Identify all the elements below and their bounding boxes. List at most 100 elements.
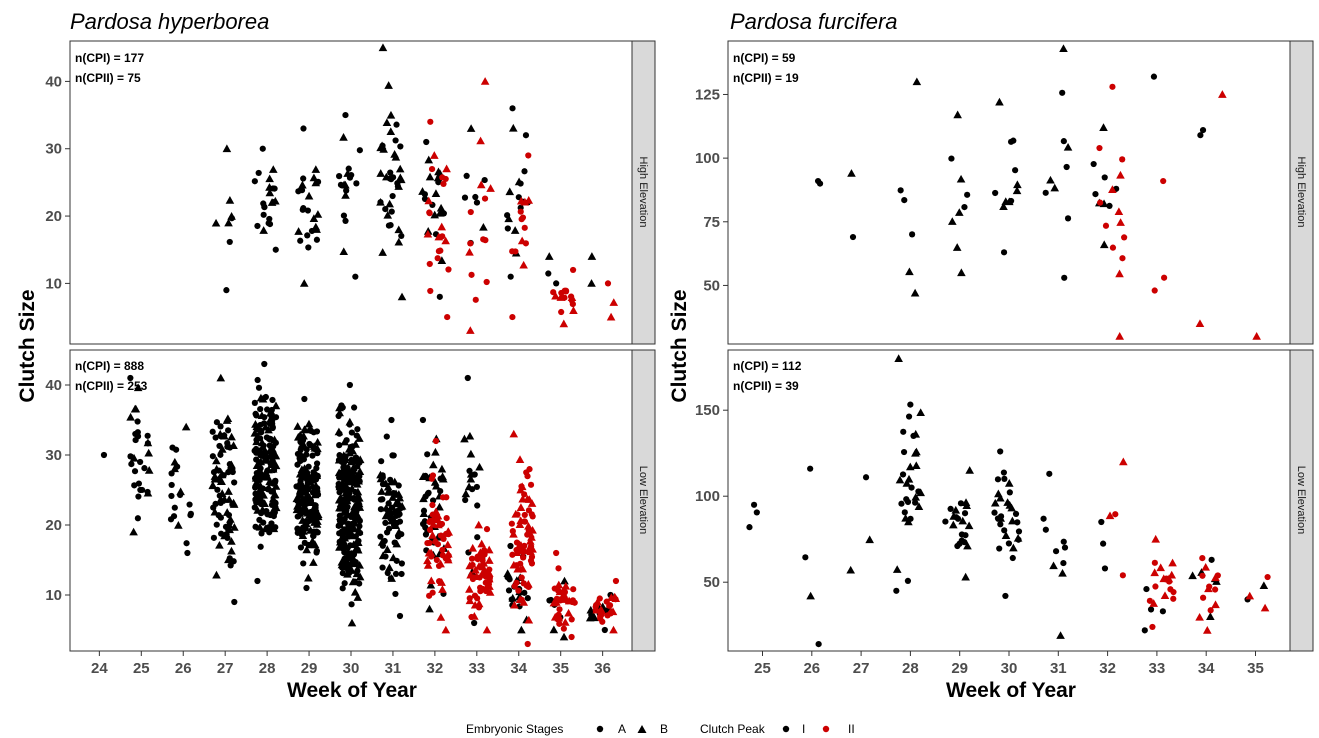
data-point-stage-b [293, 501, 302, 510]
x-tick-label: 24 [91, 660, 108, 677]
data-point-stage-b [210, 507, 220, 516]
data-point-stage-a [268, 488, 275, 495]
data-point-stage-b [423, 561, 433, 569]
data-point-stage-a [343, 498, 351, 505]
data-point-stage-b [348, 556, 357, 564]
data-point-stage-a [1150, 73, 1158, 80]
data-point-stage-b [1211, 600, 1220, 609]
data-point-stage-a [509, 105, 516, 112]
data-point-stage-a [426, 210, 433, 217]
data-point-stage-a [429, 501, 436, 509]
data-point-stage-a [167, 516, 175, 523]
data-point-stage-b [465, 561, 475, 570]
data-point-stage-b [385, 563, 394, 572]
data-point-stage-a [1046, 470, 1053, 477]
data-point-stage-a [1005, 540, 1012, 547]
data-point-stage-a [227, 562, 234, 569]
data-point-stage-a [445, 552, 452, 559]
data-point-stage-a [384, 529, 391, 536]
data-point-stage-a [347, 443, 354, 451]
data-point-stage-a [266, 529, 273, 536]
data-point-stage-b [1003, 498, 1012, 506]
right-top-annotation-cpii: n(CPII) = 19 [733, 71, 799, 85]
data-point-stage-b [251, 473, 261, 482]
data-point-stage-a [1197, 132, 1204, 139]
data-point-stage-a [1141, 627, 1148, 634]
data-point-stage-a [562, 287, 570, 294]
data-point-stage-b [298, 439, 308, 448]
data-point-stage-a [504, 225, 511, 232]
data-point-stage-b [256, 487, 266, 496]
data-point-stage-b [256, 481, 265, 490]
data-point-stage-a [568, 633, 575, 641]
data-point-stage-a [1090, 160, 1097, 168]
data-point-stage-b [1204, 584, 1213, 593]
data-point-stage-a [383, 433, 390, 440]
data-point-stage-b [476, 136, 485, 145]
data-point-stage-a [1106, 202, 1113, 209]
data-point-stage-b [271, 482, 281, 490]
data-point-stage-a [253, 412, 260, 419]
data-point-stage-b [312, 225, 321, 233]
data-point-stage-b [508, 123, 518, 132]
data-point-stage-b [515, 520, 525, 529]
data-point-stage-b [905, 462, 915, 471]
data-point-stage-a [338, 402, 345, 409]
data-point-stage-a [300, 560, 307, 567]
data-point-stage-a [437, 488, 444, 495]
data-point-stage-a [304, 232, 311, 239]
left-bottom-strip [631, 349, 656, 652]
data-point-stage-a [556, 620, 563, 627]
data-point-stage-b [996, 493, 1005, 502]
data-point-stage-a [217, 514, 224, 521]
data-point-stage-b [265, 188, 275, 197]
data-point-stage-a [1000, 469, 1007, 476]
data-point-stage-b [295, 430, 305, 439]
data-point-stage-a [1002, 592, 1009, 600]
data-point-stage-b [564, 608, 573, 617]
data-point-stage-a [555, 611, 562, 618]
data-point-stage-a [472, 193, 479, 201]
data-point-stage-a [299, 456, 306, 463]
data-point-stage-a [1112, 511, 1119, 518]
data-point-stage-b [465, 247, 474, 256]
data-point-stage-a [100, 451, 108, 459]
data-point-stage-a [255, 169, 262, 177]
right-top-y-ticks: 50 75 100 125 [695, 86, 728, 294]
data-point-stage-a [524, 531, 531, 538]
right-top-strip-label: High Elevation [1295, 157, 1307, 228]
data-point-stage-a [221, 432, 228, 439]
data-point-stage-a [226, 238, 233, 246]
data-point-stage-b [395, 164, 405, 173]
y-tick-label: 40 [45, 377, 62, 394]
data-point-stage-b [339, 133, 348, 141]
data-point-stage-a [389, 192, 396, 200]
data-point-stage-a [483, 526, 491, 533]
data-point-stage-a [569, 266, 577, 274]
data-point-stage-b [1188, 571, 1197, 580]
data-point-stage-b [258, 442, 268, 451]
data-point-stage-b [300, 425, 310, 434]
data-point-stage-a [336, 538, 343, 545]
data-point-stage-a [470, 574, 477, 581]
data-point-stage-a [428, 475, 435, 482]
x-tick-label: 35 [1247, 660, 1264, 677]
data-point-stage-a [433, 556, 440, 564]
data-point-stage-a [474, 553, 481, 560]
data-point-stage-a [135, 480, 142, 487]
data-point-stage-a [377, 533, 384, 540]
data-point-stage-a [314, 178, 322, 185]
data-point-stage-b [1252, 332, 1261, 340]
data-point-stage-b [964, 521, 974, 530]
data-point-stage-b [335, 482, 345, 491]
data-point-stage-b [345, 417, 355, 426]
data-point-stage-a [912, 499, 919, 506]
data-point-stage-b [266, 414, 275, 423]
left-x-axis-label: Week of Year [287, 679, 417, 702]
data-point-stage-a [224, 427, 232, 434]
data-point-stage-a [522, 132, 530, 139]
data-point-stage-a [389, 452, 396, 459]
data-point-stage-a [529, 513, 536, 520]
legend: Embryonic Stages A B Clutch Peak I II [466, 722, 855, 736]
data-point-stage-a [347, 525, 354, 532]
